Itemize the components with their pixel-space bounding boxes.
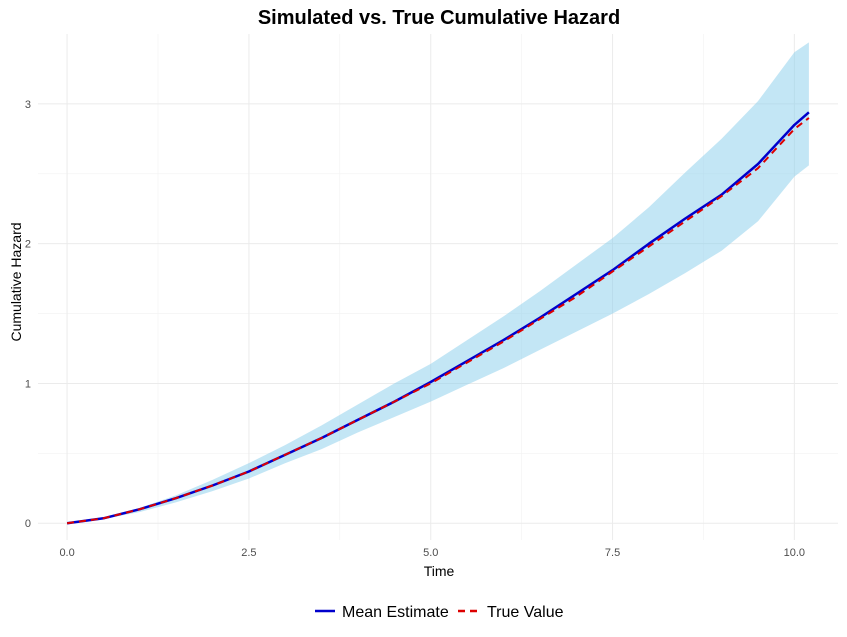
- x-tick-label: 7.5: [605, 547, 620, 559]
- y-tick-label: 1: [25, 378, 31, 390]
- series-line-true-value: [66, 117, 810, 525]
- y-tick-label: 0: [25, 518, 31, 530]
- series-line-mean-estimate: [66, 111, 810, 525]
- y-tick-label: 2: [25, 239, 31, 251]
- y-axis-ticks: 0 1 2 3: [25, 99, 31, 530]
- y-axis-label: Cumulative Hazard: [8, 222, 24, 341]
- x-axis-ticks: 0.0 2.5 5.0 7.5 10.0: [59, 547, 805, 559]
- x-tick-label: 10.0: [784, 547, 805, 559]
- x-axis-label: Time: [424, 563, 455, 579]
- legend: Mean Estimate True Value: [315, 604, 564, 621]
- legend-label-true-value: True Value: [487, 604, 564, 621]
- line-layer: [66, 111, 810, 525]
- confidence-band: [67, 42, 809, 524]
- x-tick-label: 2.5: [241, 547, 256, 559]
- chart-title: Simulated vs. True Cumulative Hazard: [258, 7, 620, 29]
- band-layer: [67, 42, 809, 524]
- x-tick-label: 0.0: [59, 547, 74, 559]
- y-tick-label: 3: [25, 99, 31, 111]
- legend-label-mean-estimate: Mean Estimate: [342, 604, 449, 621]
- x-tick-label: 5.0: [423, 547, 438, 559]
